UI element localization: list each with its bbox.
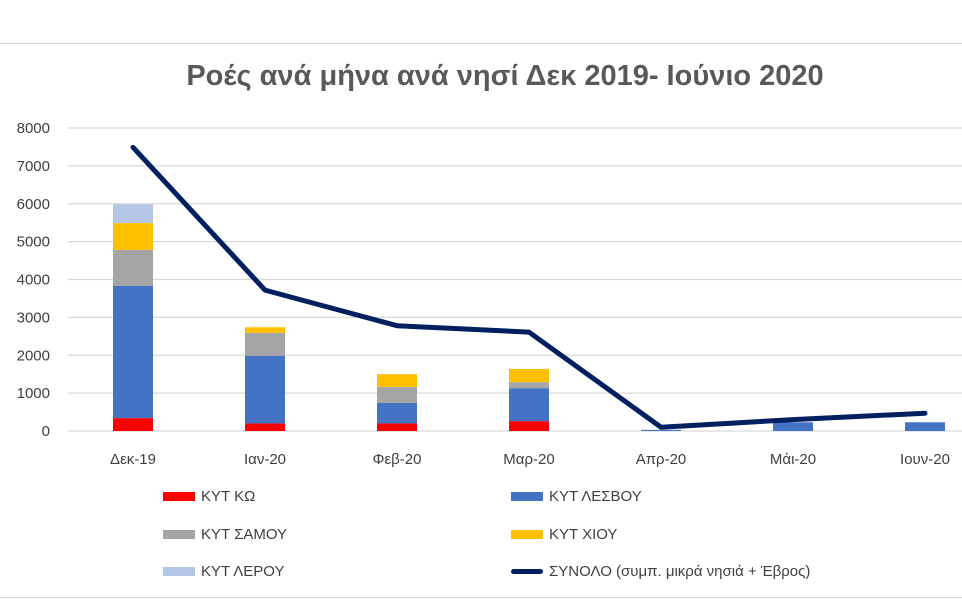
y-tick-label: 3000 bbox=[17, 309, 50, 326]
bar-segment bbox=[905, 422, 945, 431]
bar-segment bbox=[245, 332, 285, 357]
legend-swatch bbox=[511, 569, 543, 574]
bar-segment bbox=[509, 368, 549, 383]
bar-segment bbox=[377, 402, 417, 424]
legend-swatch bbox=[163, 492, 195, 501]
bottom-border bbox=[0, 597, 962, 598]
y-tick-label: 0 bbox=[42, 423, 50, 440]
legend-swatch bbox=[163, 567, 195, 576]
x-tick-label: Μάι-20 bbox=[770, 451, 816, 468]
legend-item: ΚΥΤ ΛΕΣΒΟΥ bbox=[511, 488, 642, 505]
bar-segment bbox=[509, 388, 549, 422]
y-tick-label: 6000 bbox=[17, 196, 50, 213]
bar-segment bbox=[113, 204, 153, 224]
legend-swatch bbox=[163, 530, 195, 539]
chart-plot: 0 1000 2000 3000 4000 5000 6000 7000 8000 Δεκ-19 Ι… bbox=[17, 120, 962, 468]
legend-label: ΚΥΤ ΣΑΜΟΥ bbox=[201, 526, 288, 543]
y-tick-label: 7000 bbox=[17, 158, 50, 175]
legend-label: ΚΥΤ ΧΙΟΥ bbox=[549, 526, 618, 543]
top-border bbox=[0, 43, 962, 44]
bar-segment bbox=[773, 422, 813, 431]
legend-label: ΚΥΤ ΛΕΡΟΥ bbox=[201, 563, 285, 580]
x-tick-label: Φεβ-20 bbox=[373, 451, 422, 468]
bar-segment bbox=[377, 387, 417, 403]
y-tick-label: 5000 bbox=[17, 234, 50, 251]
bar-segment bbox=[245, 327, 285, 333]
legend-item: ΚΥΤ ΚΩ bbox=[163, 488, 255, 505]
legend-swatch bbox=[511, 530, 543, 539]
legend-item: ΚΥΤ ΧΙΟΥ bbox=[511, 526, 617, 543]
bar-segment bbox=[377, 423, 417, 431]
legend-item: ΚΥΤ ΣΑΜΟΥ bbox=[163, 526, 287, 543]
y-tick-label: 8000 bbox=[17, 120, 50, 137]
legend-label: ΚΥΤ ΛΕΣΒΟΥ bbox=[549, 488, 642, 505]
y-tick-label: 1000 bbox=[17, 385, 50, 402]
bar-segment bbox=[113, 223, 153, 250]
bar-segment bbox=[641, 429, 681, 431]
y-tick-label: 2000 bbox=[17, 347, 50, 364]
bar-segment bbox=[245, 356, 285, 424]
x-tick-label: Μαρ-20 bbox=[503, 451, 554, 468]
bar-segment bbox=[113, 249, 153, 286]
bar-segment bbox=[509, 421, 549, 431]
legend-label: ΣΥΝΟΛΟ (συμπ. μικρά νησιά + Έβρος) bbox=[549, 563, 811, 580]
legend-label: ΚΥΤ ΚΩ bbox=[201, 488, 256, 505]
bar-segment bbox=[377, 374, 417, 388]
bar-segment bbox=[113, 418, 153, 431]
x-tick-label: Δεκ-19 bbox=[110, 451, 156, 468]
x-tick-label: Ιαν-20 bbox=[244, 451, 286, 468]
bar-segment bbox=[113, 285, 153, 419]
y-tick-label: 4000 bbox=[17, 272, 50, 289]
legend-item: ΚΥΤ ΛΕΡΟΥ bbox=[163, 563, 284, 580]
bar-segment bbox=[509, 382, 549, 389]
x-tick-label: Ιουν-20 bbox=[900, 451, 950, 468]
x-tick-label: Απρ-20 bbox=[636, 451, 687, 468]
legend-swatch bbox=[511, 492, 543, 501]
legend-item: ΣΥΝΟΛΟ (συμπ. μικρά νησιά + Έβρος) bbox=[511, 563, 810, 580]
chart-title: Ροές ανά μήνα ανά νησί Δεκ 2019- Ιούνιο … bbox=[186, 60, 824, 92]
bar-segment bbox=[245, 423, 285, 431]
